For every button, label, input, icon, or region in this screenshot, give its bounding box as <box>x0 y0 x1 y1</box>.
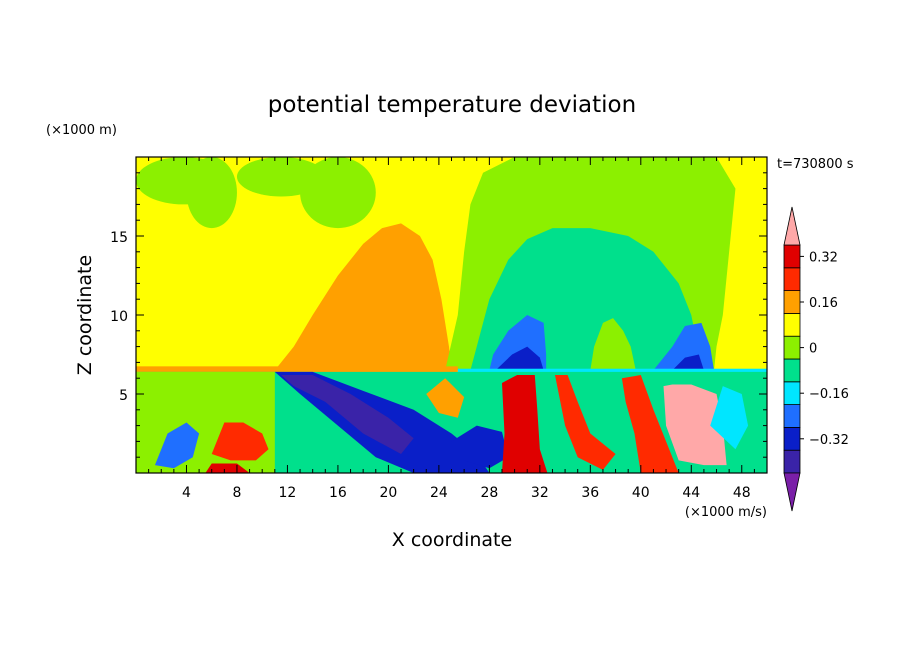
contour-region-8 <box>590 318 636 371</box>
colorbar-max-extension <box>783 206 801 246</box>
colorbar-min-extension <box>783 472 801 512</box>
contour-region-11 <box>495 346 544 371</box>
x-axis-unit: (×1000 m/s) <box>685 505 767 520</box>
x-tick-label: 12 <box>279 485 297 501</box>
y-tick-label: 5 <box>119 388 128 404</box>
contour-region-22 <box>205 463 250 473</box>
colorbar-segment <box>783 426 801 451</box>
time-label: t=730800 s <box>777 157 854 172</box>
contour-region-2 <box>186 157 237 229</box>
x-axis-label: X coordinate <box>392 529 512 551</box>
colorbar-segment <box>783 244 801 269</box>
x-tick-label: 32 <box>531 485 549 501</box>
contour-region-26 <box>663 384 727 466</box>
contour-region-23 <box>501 375 548 473</box>
colorbar-segment <box>783 290 801 314</box>
contour-region-19 <box>451 425 509 469</box>
x-tick-label: 24 <box>430 485 448 501</box>
contour-region-24 <box>554 375 616 470</box>
contour-region-20 <box>154 422 200 469</box>
colorbar-tick-label: 0.32 <box>809 250 838 265</box>
colorbar-segment <box>783 335 801 360</box>
colorbar-segment <box>783 449 801 474</box>
chart-title: potential temperature deviation <box>268 92 636 118</box>
colorbar-tick-label: −0.32 <box>809 433 849 448</box>
contour-region-27 <box>426 378 465 418</box>
x-tick-label: 48 <box>733 485 751 501</box>
colorbar-segment <box>783 404 801 428</box>
x-tick-label: 4 <box>182 485 191 501</box>
colorbar-tick-label: 0 <box>809 342 817 357</box>
y-axis-label: Z coordinate <box>74 255 96 375</box>
x-tick-label: 36 <box>581 485 599 501</box>
contour-regions <box>136 157 767 473</box>
x-tick-label: 40 <box>632 485 650 501</box>
x-axis-ticks: 4 8 12 16 20 24 28 32 36 40 44 48 <box>148 157 755 501</box>
y-tick-label: 15 <box>110 230 128 246</box>
colorbar-tick-label: −0.16 <box>809 387 849 402</box>
colorbar-segment <box>783 312 801 337</box>
colorbar-segment <box>783 267 801 291</box>
y-axis-ticks: 5 10 15 <box>110 172 767 458</box>
x-tick-label: 44 <box>682 485 700 501</box>
x-tick-label: 28 <box>480 485 498 501</box>
x-tick-label: 20 <box>379 485 397 501</box>
contour-region-28 <box>710 386 749 450</box>
colorbar-tick-label: 0.16 <box>809 296 838 311</box>
contour-region-18 <box>281 375 414 455</box>
x-tick-label: 8 <box>232 485 241 501</box>
contour-region-13 <box>136 366 458 373</box>
colorbar: 0.32 0.16 0 −0.16 −0.32 <box>783 206 849 512</box>
contour-region-4 <box>300 157 376 229</box>
colorbar-segment <box>783 381 801 405</box>
contour-region-12 <box>672 354 704 371</box>
contour-region-25 <box>621 375 679 473</box>
y-tick-label: 10 <box>110 309 128 325</box>
contour-region-21 <box>211 422 269 461</box>
contour-region-5 <box>274 223 452 371</box>
y-axis-unit: (×1000 m) <box>46 123 117 138</box>
contour-region-14 <box>457 368 767 373</box>
x-tick-label: 16 <box>329 485 347 501</box>
colorbar-segment <box>783 358 801 383</box>
